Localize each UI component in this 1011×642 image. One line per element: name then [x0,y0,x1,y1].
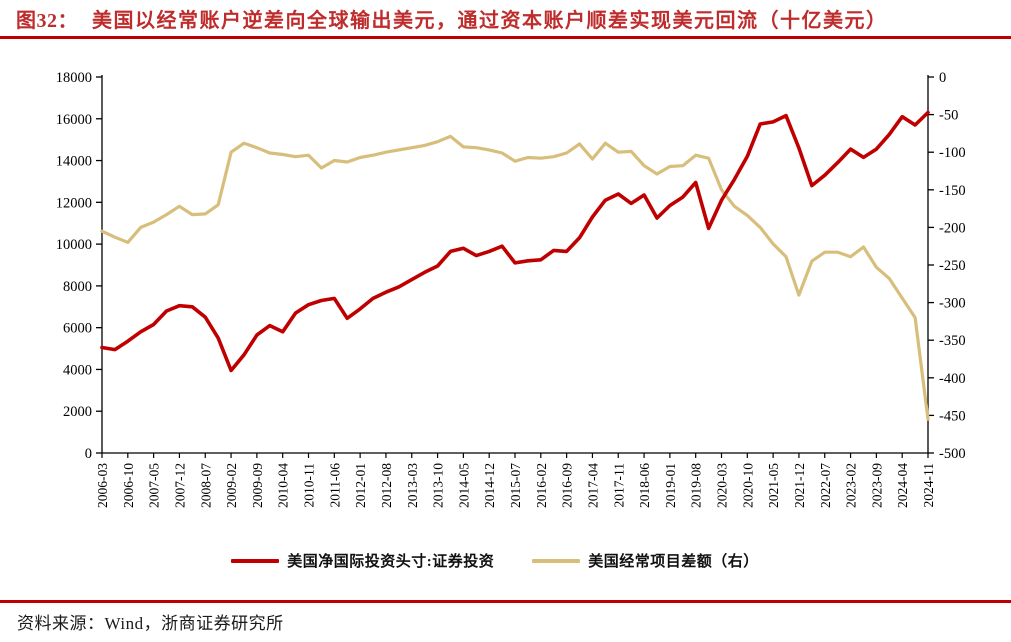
x-axis-label: 2015-07 [508,463,523,508]
title-divider [0,36,1011,39]
x-axis-label: 2009-09 [250,463,265,508]
x-axis-label: 2017-11 [611,463,626,508]
x-axis-label: 2009-02 [224,463,239,508]
x-axis-label: 2016-02 [534,463,549,508]
y-axis-left-label: 14000 [56,154,92,170]
x-axis-label: 2014-05 [456,463,471,508]
x-axis-label: 2024-11 [921,463,936,508]
y-axis-right-label: -300 [939,296,966,312]
x-axis-label: 2007-12 [172,463,187,508]
x-axis-label: 2023-02 [844,463,859,508]
y-axis-right-label: -100 [939,145,966,161]
x-axis-label: 2018-06 [637,463,652,508]
x-axis-label: 2022-07 [818,463,833,508]
y-axis-right-label: -400 [939,371,966,387]
figure-number: 图32： [16,10,78,32]
x-axis-label: 2008-07 [198,463,213,508]
y-axis-right-label: -250 [939,258,966,274]
y-axis-left-label: 10000 [56,237,92,253]
y-axis-left-label: 8000 [63,279,92,295]
y-axis-left-label: 18000 [56,70,92,86]
x-axis-label: 2020-03 [715,463,730,508]
x-axis-label: 2016-09 [560,463,575,508]
y-axis-right-label: -200 [939,220,966,236]
legend-label-nii-securities: 美国净国际投资头寸:证券投资 [287,554,495,570]
figure-title: 图32： 美国以经常账户逆差向全球输出美元，通过资本账户顺差实现美元回流（十亿美元… [16,9,996,33]
y-axis-left-label: 6000 [63,321,92,337]
x-axis-label: 2006-10 [121,463,136,508]
source-note: 资料来源：Wind，浙商证券研究所 [17,609,284,634]
legend-item-nii-securities: 美国净国际投资头寸:证券投资 [231,550,494,571]
y-axis-left-label: 12000 [56,195,92,211]
legend-swatch-red-line [231,558,280,563]
y-axis-right-label: 0 [939,70,946,86]
footer-divider [0,600,1011,603]
x-axis-label: 2006-03 [95,463,110,508]
x-axis-label: 2020-10 [740,463,755,508]
x-axis-label: 2012-08 [379,463,394,508]
x-axis-label: 2024-04 [895,463,910,508]
x-axis-label: 2010-04 [276,463,291,508]
y-axis-right-label: -500 [939,446,966,462]
x-axis-label: 2021-05 [766,463,781,508]
source-text: 资料来源：Wind，浙商证券研究所 [17,614,284,633]
y-axis-left-label: 4000 [63,362,92,378]
series-line-nii-securities [100,110,930,373]
x-axis-label: 2010-11 [302,463,317,508]
legend-swatch-tan-line [532,558,581,563]
figure-title-text: 美国以经常账户逆差向全球输出美元，通过资本账户顺差实现美元回流（十亿美元） [92,10,888,32]
y-axis-right-label: -150 [939,183,966,199]
y-axis-left-label: 0 [85,446,92,462]
y-axis-left-label: 2000 [63,404,92,420]
x-axis-label: 2019-08 [689,463,704,508]
x-axis-label: 2014-12 [482,463,497,508]
y-axis-left-label: 16000 [56,112,92,128]
y-axis-right-label: -450 [939,408,966,424]
legend-label-current-account: 美国经常项目差额（右） [588,554,759,570]
x-axis-label: 2017-04 [585,463,600,508]
x-axis-label: 2023-09 [869,463,884,508]
legend-item-current-account: 美国经常项目差额（右） [532,550,759,571]
x-axis-label: 2019-01 [663,463,678,508]
x-axis-label: 2021-12 [792,463,807,508]
chart-legend: 美国净国际投资头寸:证券投资 美国经常项目差额（右） [55,550,935,571]
y-axis-right-label: -350 [939,333,966,349]
x-axis-label: 2007-05 [147,463,162,508]
y-axis-right-label: -50 [939,108,958,124]
x-axis-label: 2013-03 [405,463,420,508]
series-line-current-account [100,134,930,421]
x-axis-label: 2013-10 [431,463,446,508]
x-axis-label: 2011-06 [327,463,342,508]
x-axis-label: 2012-01 [353,463,368,508]
